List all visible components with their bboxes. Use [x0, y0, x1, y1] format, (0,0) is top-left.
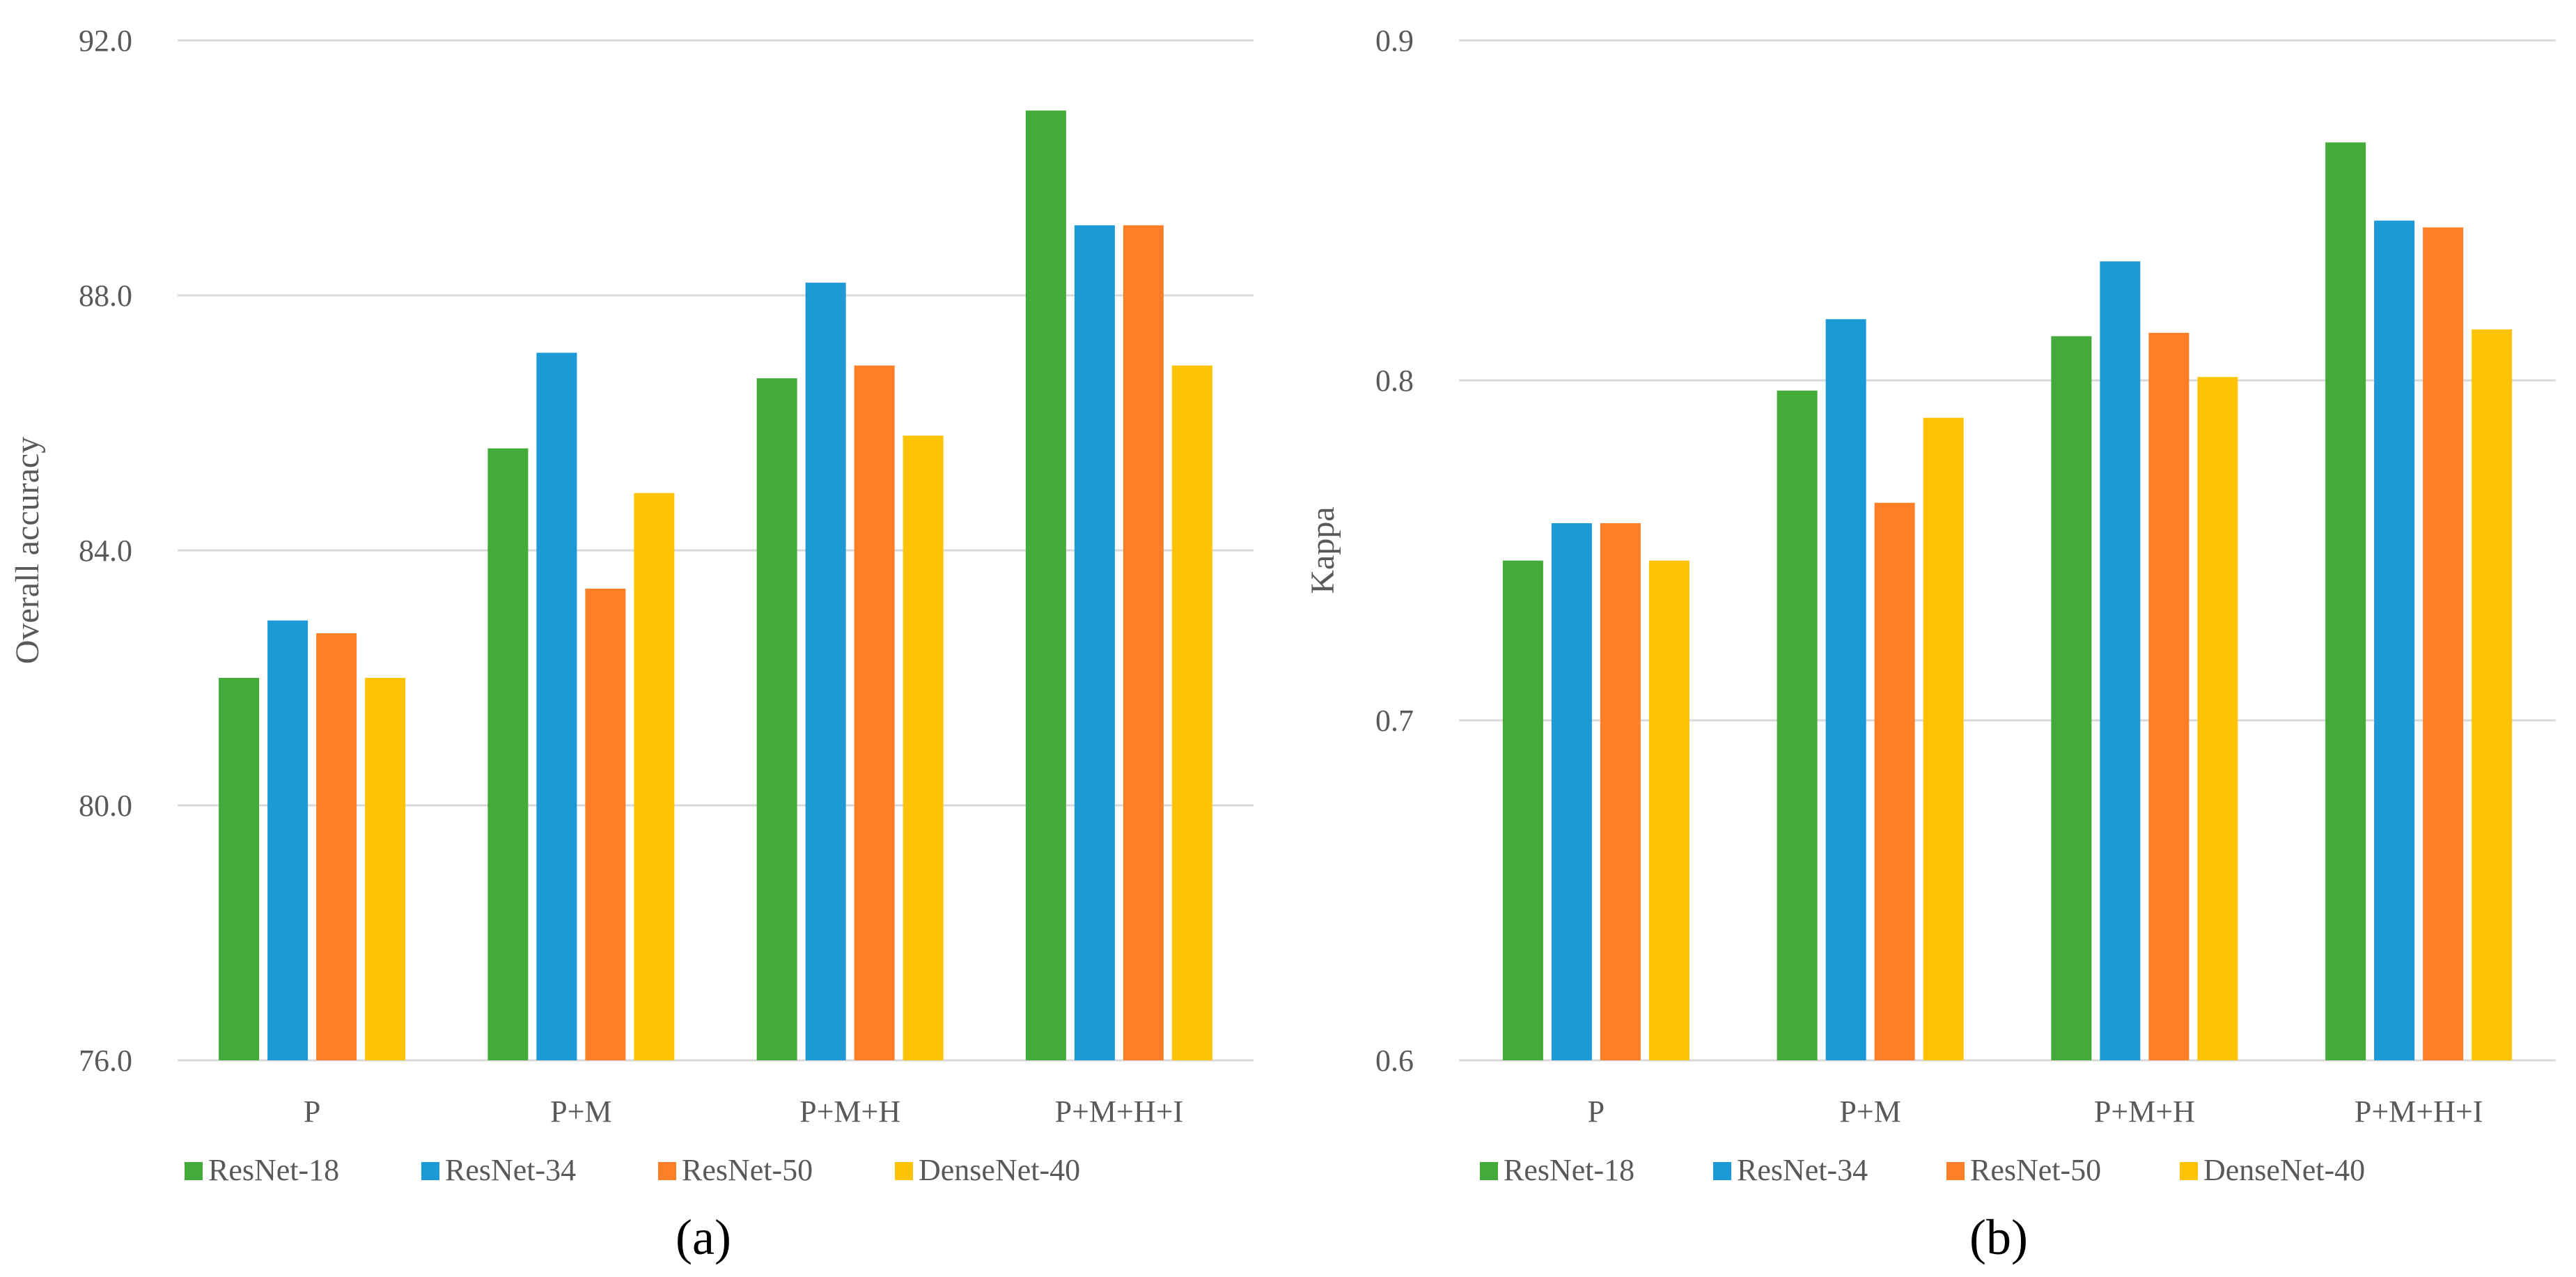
legend-label: ResNet-18 [1504, 1153, 1634, 1187]
y-axis-label: Kappa [1304, 506, 1341, 594]
legend-swatch [1713, 1162, 1731, 1180]
bar-resnet-18-p [219, 678, 260, 1060]
panel-label: (a) [676, 1209, 731, 1265]
legend-label: ResNet-34 [1737, 1153, 1868, 1187]
x-tick-label: P+M+H [799, 1094, 900, 1129]
x-tick-label: P [1588, 1094, 1605, 1129]
legend-swatch [421, 1162, 439, 1180]
bar-resnet-50-p [1600, 523, 1641, 1060]
legend-swatch [895, 1162, 913, 1180]
bar-densenet-40-p-m-h-i [2472, 329, 2513, 1060]
bar-resnet-50-p-m-h-i [2423, 227, 2464, 1060]
bar-resnet-50-p-m [585, 588, 626, 1060]
x-tick-label: P+M+H+I [1055, 1094, 1183, 1129]
legend-swatch [658, 1162, 676, 1180]
legend-swatch [1946, 1162, 1965, 1180]
bar-resnet-34-p-m-h [2100, 261, 2141, 1061]
bar-resnet-18-p-m [487, 448, 529, 1060]
bar-densenet-40-p-m [634, 493, 675, 1060]
bar-resnet-18-p-m [1777, 390, 1818, 1060]
bar-resnet-18-p [1502, 560, 1543, 1060]
bar-resnet-34-p [1551, 523, 1592, 1060]
legend-label: ResNet-50 [682, 1153, 813, 1187]
bar-densenet-40-p-m-h [903, 435, 944, 1060]
bar-resnet-50-p-m-h-i [1123, 225, 1164, 1061]
legend-swatch [2180, 1162, 2198, 1180]
chart-panel-2: 0.6 0.7 0.8 0.9 Kappa P P+M P+M+H P+M+H+I ResNet-… [1304, 24, 2556, 1265]
bar-resnet-34-p [267, 620, 309, 1060]
bar-resnet-34-p-m-h-i [1074, 225, 1115, 1061]
chart-panel-1: 76.0 80.0 84.0 88.0 92.0 Overall accuracy P P+M… [9, 24, 1254, 1265]
bar-resnet-34-p-m-h [805, 282, 846, 1061]
bar-resnet-50-p-m-h [2148, 332, 2189, 1061]
bar-resnet-34-p-m-h-i [2374, 220, 2415, 1060]
bar-resnet-50-p-m [1874, 502, 1915, 1060]
legend-swatch [1480, 1162, 1498, 1180]
bar-resnet-50-p [316, 633, 357, 1060]
legend-label: ResNet-18 [208, 1153, 339, 1187]
y-tick-label: 0.9 [1375, 24, 1414, 58]
y-tick-label: 76.0 [79, 1044, 132, 1078]
legend-label: ResNet-34 [445, 1153, 576, 1187]
bar-densenet-40-p-m-h [2197, 377, 2238, 1060]
bar-resnet-34-p-m [1825, 319, 1866, 1060]
y-axis-label: Overall accuracy [9, 437, 46, 664]
bar-resnet-18-p-m-h [756, 378, 797, 1060]
bar-resnet-50-p-m-h [854, 365, 895, 1060]
y-tick-label: 88.0 [79, 279, 132, 313]
x-tick-label: P+M+H [2094, 1094, 2195, 1129]
bar-densenet-40-p-m [1923, 417, 1964, 1060]
y-tick-label: 0.6 [1375, 1044, 1414, 1078]
bar-resnet-18-p-m-h [2051, 336, 2092, 1060]
legend-label: ResNet-50 [1970, 1153, 2101, 1187]
bar-resnet-18-p-m-h-i [2325, 142, 2366, 1060]
y-tick-label: 0.8 [1375, 364, 1414, 398]
bar-resnet-18-p-m-h-i [1025, 110, 1066, 1060]
legend-label: DenseNet-40 [2203, 1153, 2365, 1187]
x-tick-label: P+M [1839, 1094, 1900, 1129]
y-tick-label: 80.0 [79, 789, 132, 823]
legend-label: DenseNet-40 [919, 1153, 1080, 1187]
bar-resnet-34-p-m [536, 353, 577, 1061]
panel-label: (b) [1969, 1209, 2028, 1265]
y-tick-label: 0.7 [1375, 704, 1414, 738]
y-tick-label: 92.0 [79, 24, 132, 58]
y-tick-label: 84.0 [79, 534, 132, 568]
x-tick-label: P [304, 1094, 320, 1129]
bar-densenet-40-p [365, 678, 406, 1060]
x-tick-label: P+M [550, 1094, 611, 1129]
legend-swatch [185, 1162, 203, 1180]
bar-densenet-40-p [1648, 560, 1689, 1060]
x-tick-label: P+M+H+I [2355, 1094, 2483, 1129]
bar-densenet-40-p-m-h-i [1171, 365, 1212, 1060]
